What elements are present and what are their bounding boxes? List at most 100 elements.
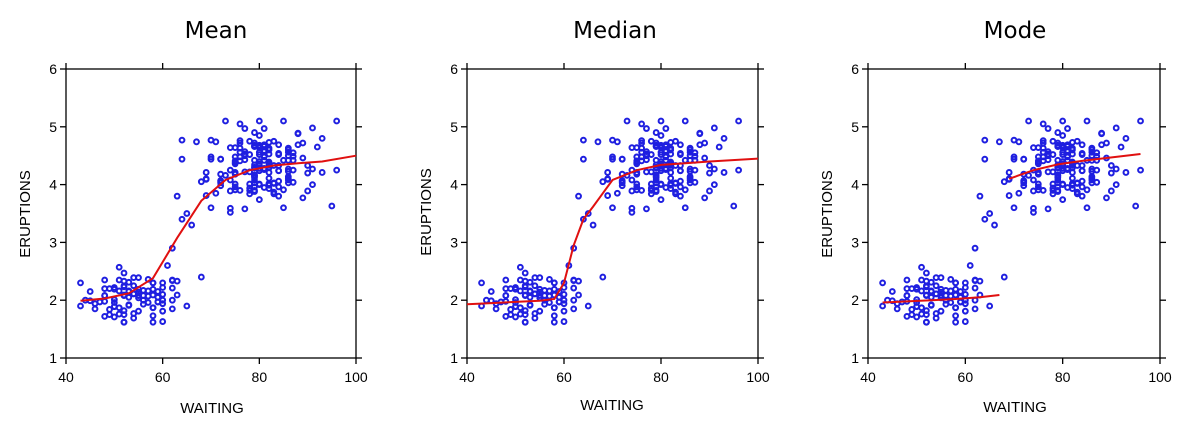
x-axis-label: WAITING [580, 397, 644, 414]
data-point [1088, 176, 1096, 184]
data-point [91, 305, 99, 313]
data-point [971, 305, 979, 313]
data-point [550, 312, 558, 320]
data-point [672, 188, 679, 196]
data-point [677, 149, 684, 157]
data-point [1034, 183, 1042, 191]
data-point [918, 263, 925, 271]
data-point [1083, 186, 1091, 194]
x-tick-label: 100 [344, 369, 368, 385]
data-point [1049, 168, 1057, 176]
data-point [555, 293, 563, 301]
data-point [255, 181, 263, 189]
x-tick-label: 60 [556, 369, 572, 385]
data-point [521, 311, 529, 319]
data-point [604, 192, 612, 199]
data-point [512, 285, 519, 293]
data-point [115, 304, 123, 312]
data-point [197, 273, 205, 281]
data-point [289, 152, 297, 160]
x-tick-label: 100 [746, 369, 770, 385]
data-point [1078, 149, 1086, 157]
data-point [947, 299, 955, 306]
data-point [1039, 157, 1047, 165]
x-tick-label: 80 [653, 369, 669, 385]
data-point [952, 304, 959, 312]
data-point [251, 176, 258, 184]
data-point [255, 141, 263, 149]
y-axis-label: ERUPTIONS [17, 170, 34, 258]
data-point [937, 285, 945, 293]
data-point [115, 263, 123, 271]
data-point [672, 137, 679, 145]
data-point [149, 279, 157, 287]
data-point [217, 155, 225, 163]
data-point [231, 183, 239, 191]
data-point [546, 275, 553, 283]
data-point [961, 291, 969, 298]
data-point [589, 221, 597, 229]
data-point [677, 192, 684, 200]
y-tick-label: 5 [851, 119, 859, 135]
data-point [120, 269, 128, 277]
data-point [638, 144, 645, 152]
data-point [1107, 187, 1115, 195]
data-point [120, 311, 128, 319]
data-point [130, 282, 138, 290]
data-point [1039, 144, 1047, 152]
data-point [159, 318, 167, 325]
data-point [275, 141, 283, 149]
data-point [492, 305, 500, 313]
data-point [657, 151, 665, 158]
data-point [275, 167, 283, 175]
data-point [575, 192, 582, 200]
data-point [284, 176, 292, 184]
data-point [961, 318, 969, 325]
data-point [623, 117, 631, 125]
y-tick-label: 4 [450, 177, 458, 193]
data-point [633, 180, 641, 188]
y-axis-label: ERUPTIONS [819, 170, 836, 258]
smooth-fit-line [80, 154, 357, 302]
data-point [1020, 155, 1028, 163]
data-point [550, 279, 558, 287]
data-point [1044, 205, 1052, 213]
data-point [1137, 117, 1144, 125]
data-point [667, 181, 675, 189]
data-point [159, 300, 167, 308]
data-point [976, 192, 984, 200]
data-point [923, 311, 930, 319]
data-point [686, 176, 694, 184]
data-point [604, 169, 612, 176]
data-point [255, 117, 263, 125]
data-point [275, 192, 283, 200]
data-point [981, 136, 989, 144]
data-point [526, 278, 534, 286]
data-point [101, 297, 109, 305]
data-point [701, 194, 709, 202]
data-point [178, 215, 186, 223]
data-point [570, 276, 578, 284]
data-point [918, 276, 925, 284]
data-point [1088, 165, 1096, 173]
data-point [1044, 148, 1052, 156]
chart-title: Mode [984, 18, 1047, 44]
data-point [1088, 146, 1096, 154]
data-point [720, 169, 728, 176]
data-point [531, 314, 539, 322]
data-point [908, 306, 916, 313]
data-point [236, 137, 244, 145]
data-point [183, 210, 191, 217]
data-point [667, 169, 675, 176]
data-point [236, 144, 244, 152]
data-point [580, 155, 587, 163]
data-point [1103, 194, 1110, 202]
data-point [313, 143, 321, 151]
data-point [686, 165, 694, 173]
data-point [265, 158, 273, 166]
data-point [730, 202, 738, 210]
data-point [1078, 183, 1086, 191]
data-point [294, 129, 302, 137]
data-point [1005, 192, 1013, 199]
data-point [178, 155, 186, 163]
